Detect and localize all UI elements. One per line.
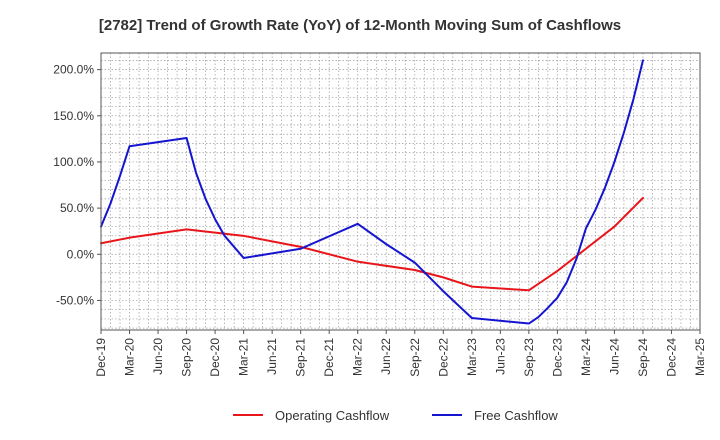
x-tick-label: Mar-22 [351, 338, 365, 376]
grid [100, 53, 701, 330]
x-tick-label: Jun-20 [151, 338, 165, 375]
x-tick-label: Jun-22 [379, 338, 393, 375]
x-tick-label: Sep-20 [180, 338, 194, 377]
y-tick-label: 50.0% [60, 201, 94, 215]
x-tick-label: Jun-23 [493, 338, 507, 375]
x-tick-label: Mar-24 [579, 338, 593, 376]
chart-title: [2782] Trend of Growth Rate (YoY) of 12-… [99, 17, 621, 34]
x-tick-label: Mar-23 [465, 338, 479, 376]
x-tick-label: Sep-22 [408, 338, 422, 377]
series-line-free-cashflow [100, 59, 644, 325]
series-line-operating-cashflow [100, 196, 644, 292]
x-tick-label: Dec-19 [94, 338, 108, 377]
x-tick-label: Dec-20 [208, 338, 222, 377]
y-tick-label: 200.0% [53, 63, 94, 77]
x-tick-label: Mar-21 [237, 338, 251, 376]
series-layer [100, 59, 644, 325]
x-tick-label: Sep-21 [294, 338, 308, 377]
y-tick-label: 150.0% [53, 109, 94, 123]
y-tick-label: -50.0% [56, 293, 94, 307]
y-tick-label: 100.0% [53, 155, 94, 169]
x-tick-label: Dec-22 [436, 338, 450, 377]
x-tick-label: Mar-20 [123, 338, 137, 376]
x-tick-label: Dec-21 [322, 338, 336, 377]
x-tick-label: Sep-23 [522, 338, 536, 377]
y-axis-ticks: 200.0% 150.0% 100.0% 50.0% 0.0% -50.0% [53, 63, 101, 307]
x-tick-label: Jun-21 [265, 338, 279, 375]
legend-label: Free Cashflow [474, 408, 558, 423]
x-tick-label: Dec-24 [664, 338, 678, 377]
x-axis-ticks: Dec-19 Mar-20 Jun-20 Sep-20 Dec-20 Mar-21 Jun-… [94, 330, 707, 377]
x-tick-label: Sep-24 [636, 338, 650, 377]
legend: Operating Cashflow Free Cashflow [233, 408, 558, 423]
plot-frame [100, 52, 701, 331]
legend-label: Operating Cashflow [275, 408, 390, 423]
x-tick-label: Jun-24 [607, 338, 621, 375]
y-tick-label: 0.0% [67, 247, 95, 261]
x-tick-label: Mar-25 [693, 338, 707, 376]
x-tick-label: Dec-23 [550, 338, 564, 377]
